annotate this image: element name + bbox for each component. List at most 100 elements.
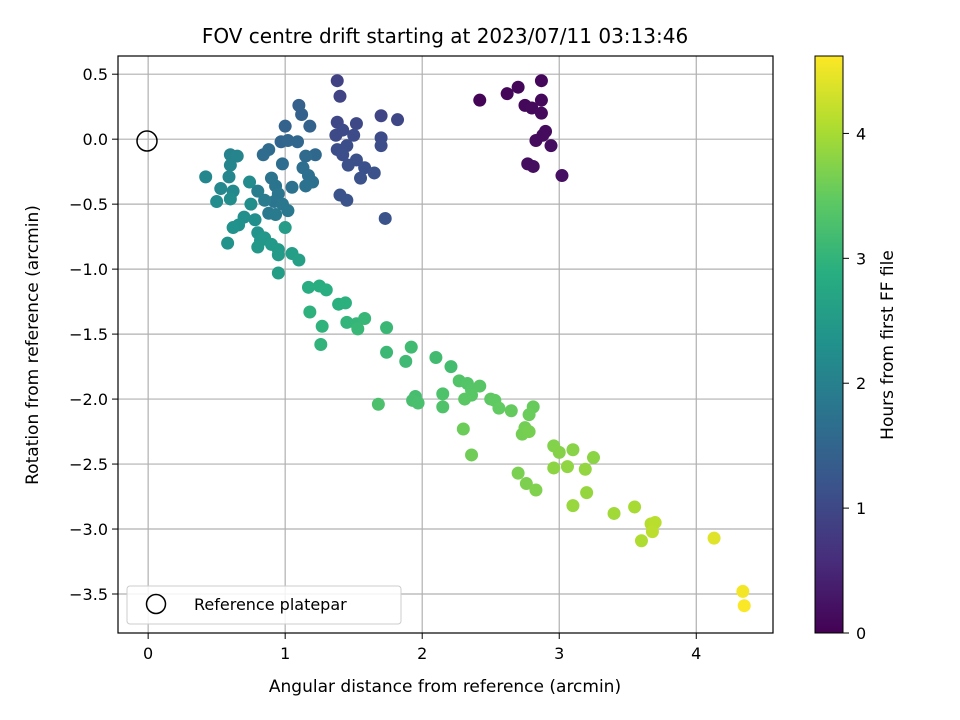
data-point	[399, 354, 413, 368]
colorbar-tick-label: 3	[856, 249, 866, 268]
data-point	[308, 148, 322, 162]
data-point	[340, 193, 354, 207]
data-point	[303, 305, 317, 319]
data-point	[555, 169, 569, 183]
data-point	[380, 321, 394, 335]
data-point	[349, 117, 363, 131]
data-point	[347, 128, 361, 142]
data-point	[244, 197, 258, 211]
data-point	[458, 392, 472, 406]
data-point	[374, 109, 388, 123]
data-point	[371, 397, 385, 411]
data-point	[295, 107, 309, 121]
data-point	[221, 236, 235, 250]
data-point	[634, 534, 648, 548]
data-point	[534, 74, 548, 88]
data-point	[511, 80, 525, 94]
data-point	[436, 400, 450, 414]
data-point	[511, 466, 525, 480]
data-point	[580, 486, 594, 500]
data-point	[271, 248, 285, 262]
reference-platepar-marker	[136, 130, 158, 152]
colorbar: 0 1 2 3 4 Hours from first FF file	[814, 55, 898, 643]
data-point	[251, 184, 265, 198]
x-tick-label: 1	[280, 644, 290, 663]
grid-lines	[118, 56, 773, 633]
colorbar-label: Hours from first FF file	[878, 250, 898, 440]
data-point	[500, 87, 514, 101]
data-point	[465, 448, 479, 462]
y-tick-label: −1.5	[69, 325, 108, 344]
legend: Reference platepar	[126, 585, 402, 625]
x-tick-label: 2	[417, 644, 427, 663]
data-point	[736, 584, 750, 598]
data-point	[492, 401, 506, 415]
y-axis-ticks: 0.5 0.0 −0.5 −1.0 −1.5 −2.0 −2.5 −3.0 −3.5	[69, 65, 118, 604]
y-tick-label: −3.5	[69, 585, 108, 604]
data-point	[271, 266, 285, 280]
colorbar-tick-label: 4	[856, 124, 866, 143]
data-point	[358, 312, 372, 326]
data-point	[226, 221, 240, 235]
data-point	[314, 338, 328, 351]
data-point	[351, 322, 365, 336]
data-point	[275, 157, 289, 171]
data-point	[278, 221, 292, 235]
x-tick-label: 3	[554, 644, 564, 663]
data-point	[534, 93, 548, 107]
data-point	[380, 345, 394, 359]
data-point	[526, 159, 540, 173]
data-point	[534, 106, 548, 120]
data-point	[338, 296, 352, 310]
y-tick-label: 0.0	[83, 130, 108, 149]
data-point	[222, 170, 236, 184]
data-point	[210, 195, 224, 209]
data-point	[737, 599, 751, 613]
data-point	[529, 483, 543, 497]
data-point	[230, 149, 244, 163]
x-axis-ticks: 0 1 2 3 4	[143, 633, 701, 663]
data-point	[285, 180, 299, 194]
colorbar-tick-label: 1	[856, 499, 866, 518]
legend-box	[126, 585, 402, 625]
data-point	[473, 93, 487, 107]
data-point	[223, 192, 237, 206]
data-point	[256, 148, 270, 162]
data-point	[586, 451, 600, 465]
colorbar-ticks: 0 1 2 3 4	[843, 124, 866, 643]
y-tick-label: −1.0	[69, 260, 108, 279]
y-tick-label: −2.5	[69, 455, 108, 474]
legend-entry-reference-platepar: Reference platepar	[194, 595, 347, 614]
chart-title: FOV centre drift starting at 2023/07/11 …	[202, 24, 688, 48]
data-point	[525, 101, 539, 115]
data-point	[319, 283, 333, 297]
data-point	[358, 161, 372, 175]
data-point	[544, 139, 558, 153]
y-tick-label: −0.5	[69, 195, 108, 214]
y-axis-label: Rotation from reference (arcmin)	[23, 205, 43, 485]
data-point	[336, 123, 350, 137]
data-point	[374, 139, 388, 153]
data-point	[529, 133, 543, 147]
data-point	[299, 149, 313, 163]
data-point	[391, 113, 405, 127]
data-point	[223, 158, 237, 172]
data-point	[411, 396, 425, 410]
data-point	[199, 170, 213, 184]
colorbar-tick-label: 0	[856, 624, 866, 643]
data-point	[607, 506, 621, 520]
data-point	[269, 208, 283, 222]
data-point	[456, 422, 470, 436]
data-point	[281, 204, 295, 218]
x-tick-label: 4	[691, 644, 701, 663]
data-point	[340, 315, 354, 329]
data-point	[281, 133, 295, 147]
data-point	[645, 525, 659, 539]
y-tick-label: −2.0	[69, 390, 108, 409]
data-point	[429, 350, 443, 364]
data-point	[292, 253, 306, 267]
data-point	[354, 171, 368, 185]
data-point	[566, 443, 580, 457]
data-point	[522, 408, 536, 422]
